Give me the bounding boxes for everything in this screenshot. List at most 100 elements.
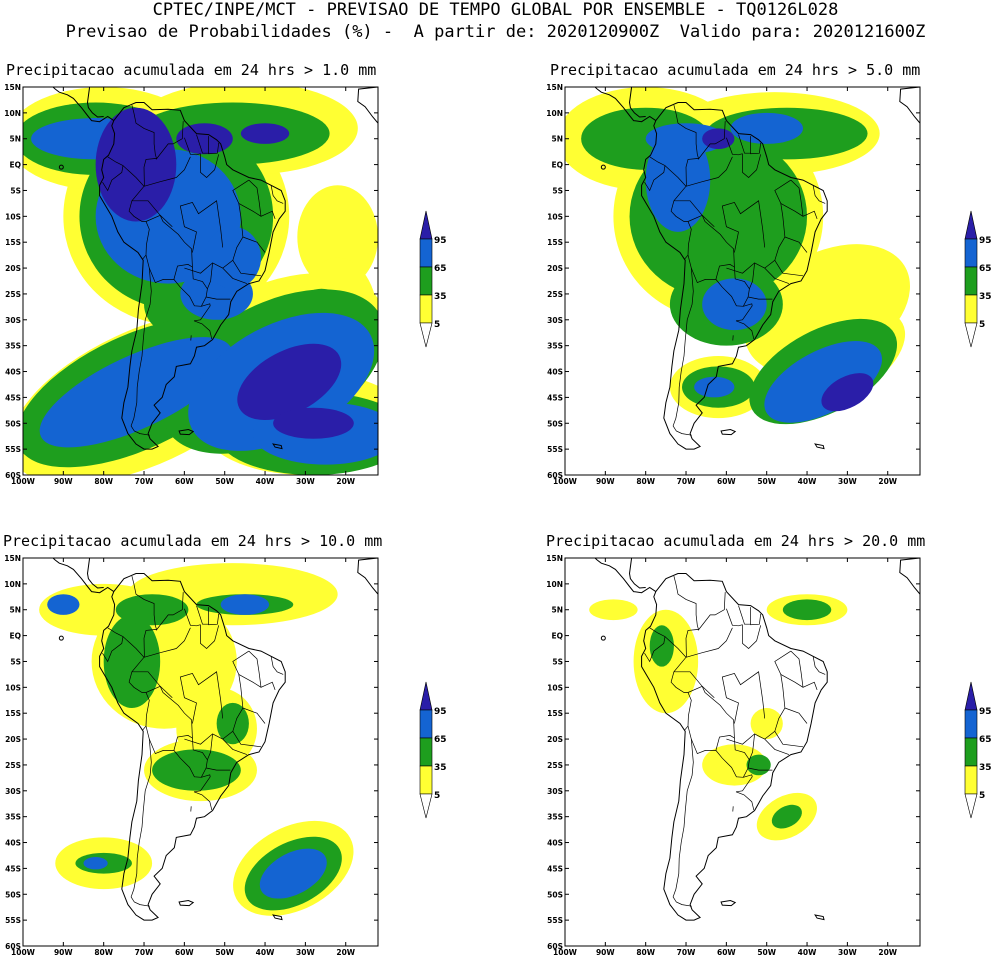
probability-field bbox=[589, 594, 848, 841]
lat-label: 45S bbox=[5, 393, 21, 402]
prob-area-level-2 bbox=[702, 278, 767, 331]
country-border bbox=[131, 105, 157, 187]
lon-label: 60W bbox=[175, 948, 194, 957]
country-border bbox=[664, 165, 692, 260]
country-border bbox=[232, 731, 262, 748]
country-border bbox=[735, 303, 753, 322]
legend-arrow-bottom bbox=[419, 322, 433, 348]
country-border bbox=[664, 636, 692, 731]
lat-label: 40S bbox=[5, 368, 21, 377]
country-border bbox=[750, 136, 762, 155]
lat-label: 35S bbox=[547, 342, 563, 351]
galapagos bbox=[58, 164, 64, 170]
country-border bbox=[206, 296, 231, 300]
coastlines bbox=[594, 558, 920, 921]
legend-colorbar: 95 65 35 5 bbox=[419, 681, 447, 819]
legend-arrow-bottom bbox=[964, 322, 978, 348]
probability-field bbox=[565, 87, 911, 425]
country-border bbox=[738, 134, 751, 154]
caribbean-coast bbox=[628, 87, 646, 118]
legend-label: 5 bbox=[979, 791, 985, 801]
central-america-coast bbox=[594, 558, 657, 594]
prob-area-level-2 bbox=[259, 848, 327, 899]
legend-band-blue bbox=[419, 238, 433, 268]
south-georgia bbox=[814, 443, 825, 450]
country-border bbox=[673, 576, 699, 658]
country-border bbox=[242, 707, 266, 724]
lat-label: 40S bbox=[5, 839, 21, 848]
prob-area-level-2 bbox=[645, 123, 727, 155]
lat-label: 20S bbox=[547, 264, 563, 273]
prob-area-level-3 bbox=[237, 343, 342, 421]
prob-area-level-1 bbox=[782, 599, 832, 621]
prob-area-level-1 bbox=[103, 614, 161, 709]
africa-coast bbox=[899, 87, 920, 124]
map-frame bbox=[564, 557, 921, 947]
header-line-2: Previsao de Probabilidades (%) - A parti… bbox=[65, 22, 926, 42]
lon-label: 90W bbox=[54, 948, 73, 957]
lat-label: 40S bbox=[547, 839, 563, 848]
lon-label: 100W bbox=[11, 948, 36, 957]
legend-label: 35 bbox=[979, 292, 991, 302]
legend-band-green bbox=[419, 266, 433, 296]
caribbean-coast bbox=[628, 558, 646, 589]
lon-label: 70W bbox=[135, 948, 154, 957]
lat-label: 10S bbox=[5, 683, 21, 692]
lon-label: 40W bbox=[256, 948, 275, 957]
country-border bbox=[145, 214, 193, 284]
legend-band-green bbox=[964, 266, 978, 296]
panel-title-5mm: Precipitacao acumulada em 24 hrs > 5.0 m… bbox=[550, 61, 921, 79]
country-border bbox=[200, 624, 220, 649]
prob-area-level-2 bbox=[83, 857, 108, 870]
legend-label: 5 bbox=[434, 320, 440, 330]
legend-colorbar: 95 65 35 5 bbox=[964, 210, 991, 348]
country-border bbox=[122, 636, 150, 731]
falkland-islands bbox=[720, 899, 737, 907]
legend-band-green bbox=[964, 737, 978, 767]
coastlines bbox=[52, 87, 378, 450]
country-border bbox=[687, 685, 735, 755]
lat-label: 45S bbox=[5, 864, 21, 873]
lon-label: 80W bbox=[94, 948, 113, 957]
lat-label: 15S bbox=[547, 709, 563, 718]
lat-label: 5N bbox=[10, 606, 22, 615]
falkland-islands bbox=[178, 428, 195, 436]
country-border bbox=[748, 296, 773, 300]
legend-band-blue bbox=[964, 238, 978, 268]
lat-label: 35S bbox=[5, 813, 21, 822]
lat-label: EQ bbox=[10, 632, 22, 641]
legend-label: 65 bbox=[434, 264, 447, 274]
prob-area-level-0 bbox=[297, 185, 378, 289]
lat-label: 60S bbox=[547, 471, 563, 480]
country-border bbox=[173, 737, 208, 778]
legend-label: 95 bbox=[434, 236, 447, 246]
country-border bbox=[208, 136, 220, 155]
lat-label: 15S bbox=[547, 238, 563, 247]
legend-colorbar: 95 65 35 5 bbox=[419, 210, 447, 348]
legend-arrow-top bbox=[419, 681, 433, 711]
country-border bbox=[701, 215, 715, 227]
country-border bbox=[672, 268, 694, 436]
prob-area-level-2 bbox=[730, 112, 804, 144]
legend-band-green bbox=[419, 737, 433, 767]
lat-label: 60S bbox=[5, 942, 21, 951]
country-border bbox=[184, 179, 250, 274]
legend-colorbar: 95 65 35 5 bbox=[964, 681, 991, 819]
country-border bbox=[748, 767, 773, 771]
lon-label: 60W bbox=[175, 477, 194, 486]
country-border bbox=[143, 156, 191, 187]
country-border bbox=[721, 671, 766, 724]
country-border bbox=[701, 686, 715, 698]
country-border bbox=[184, 650, 250, 745]
lat-label: 60S bbox=[547, 942, 563, 951]
lon-label: 20W bbox=[878, 477, 897, 486]
lat-label: 10S bbox=[547, 683, 563, 692]
lon-label: 80W bbox=[94, 477, 113, 486]
country-border bbox=[697, 121, 726, 160]
lat-label: 50S bbox=[5, 419, 21, 428]
legend-arrow-bottom bbox=[419, 793, 433, 819]
country-border bbox=[749, 262, 755, 289]
lon-label: 50W bbox=[215, 948, 234, 957]
lat-label: 35S bbox=[5, 342, 21, 351]
prob-area-level-3 bbox=[821, 373, 874, 412]
